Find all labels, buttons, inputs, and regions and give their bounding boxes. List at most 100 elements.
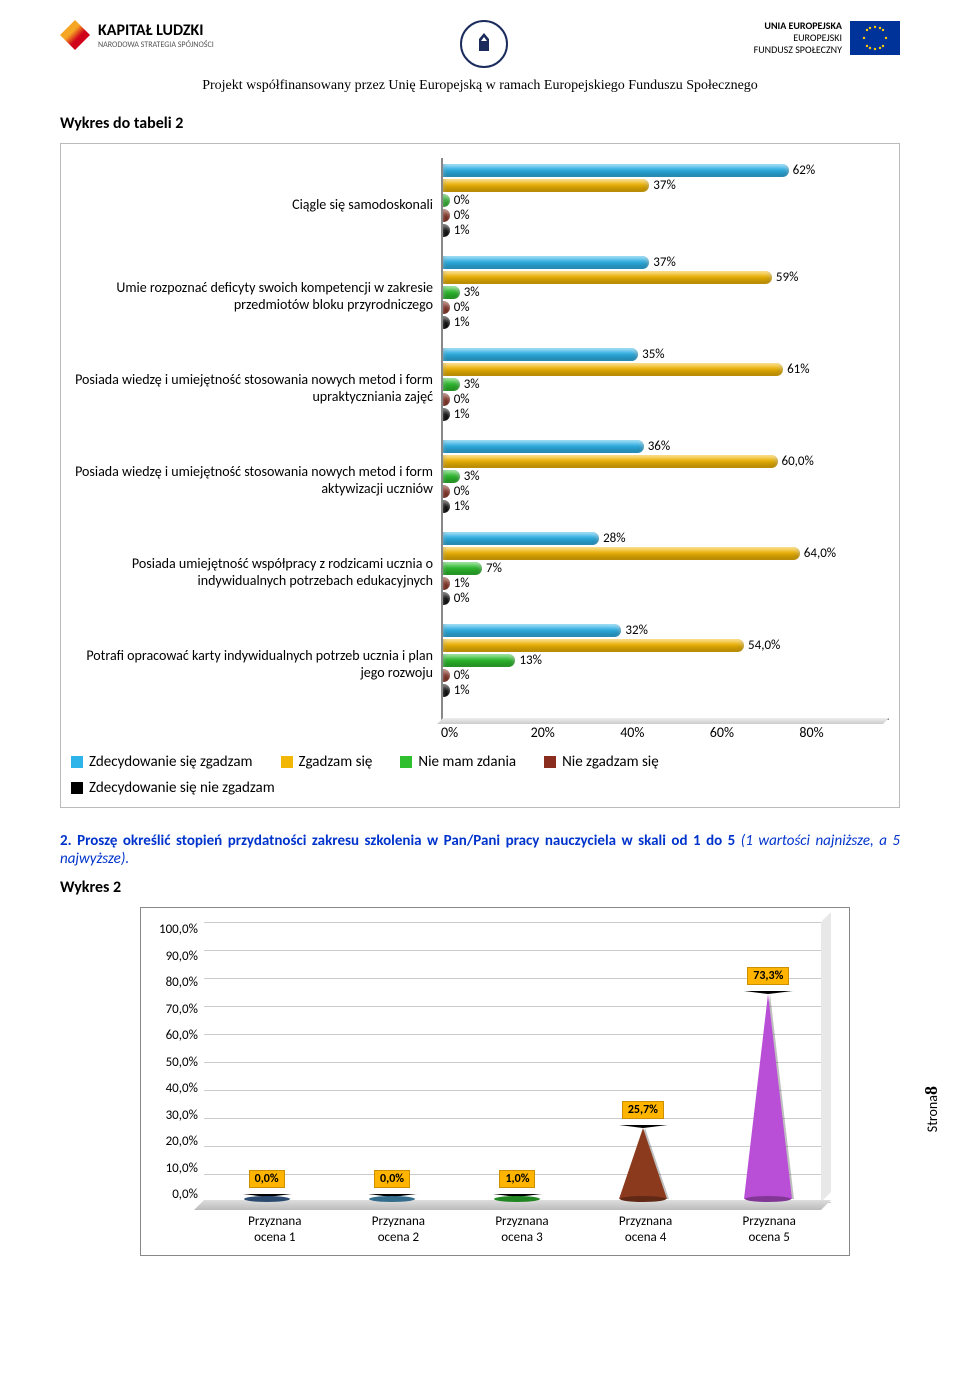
chart2-cone-base bbox=[745, 1196, 791, 1202]
chart2-xlabel: Przyznanaocena 2 bbox=[337, 1214, 461, 1245]
chart1-title: Wykres do tabeli 2 bbox=[60, 114, 900, 133]
question-2: 2. Proszę określić stopień przydatności … bbox=[60, 832, 900, 868]
chart1-bar: 64,0% bbox=[443, 547, 800, 560]
chart2-cone-base bbox=[244, 1196, 290, 1202]
chart1-legend: Zdecydowanie się zgadzam Zgadzam się Nie m… bbox=[71, 753, 889, 797]
chart1-bar: 1% bbox=[443, 500, 450, 513]
chart1-bar: 37% bbox=[443, 256, 649, 269]
chart1-bar: 0% bbox=[443, 669, 450, 682]
legend-swatch bbox=[281, 756, 293, 768]
legend-swatch bbox=[71, 756, 83, 768]
chart1-bar: 1% bbox=[443, 316, 450, 329]
chart1-bar-label: 13% bbox=[515, 653, 541, 668]
chart1-bar-label: 37% bbox=[649, 255, 675, 270]
chart1-xtick: 40% bbox=[620, 724, 710, 741]
chart1-bar: 1% bbox=[443, 224, 450, 237]
chart2-xlabel: Przyznanaocena 4 bbox=[584, 1214, 708, 1245]
chart2-ytick: 0,0% bbox=[159, 1187, 198, 1202]
chart2-cone-slot: 0,0% bbox=[329, 922, 454, 1202]
chart2-xlabel: Przyznanaocena 3 bbox=[460, 1214, 584, 1245]
chart1-bar: 32% bbox=[443, 624, 621, 637]
chart1-bar: 0% bbox=[443, 301, 450, 314]
chart1-ylabel: Umie rozpoznać deficyty swoich kompetenc… bbox=[71, 250, 441, 342]
kl-title: KAPITAŁ LUDZKI bbox=[98, 21, 204, 40]
chart1-xtick: 60% bbox=[710, 724, 800, 741]
legend-label: Zdecydowanie się zgadzam bbox=[89, 753, 253, 771]
legend-item: Zdecydowanie się zgadzam bbox=[71, 753, 253, 771]
legend-label: Zgadzam się bbox=[299, 753, 373, 771]
chart1-bar: 3% bbox=[443, 378, 460, 391]
chart1-bar-label: 37% bbox=[649, 178, 675, 193]
logo-eu: UNIA EUROPEJSKA EUROPEJSKI FUNDUSZ SPOŁE… bbox=[754, 20, 900, 56]
chart1-bar-label: 32% bbox=[621, 623, 647, 638]
chart2-ytick: 40,0% bbox=[159, 1081, 198, 1096]
legend-swatch bbox=[71, 782, 83, 794]
chart1-ylabel: Ciągle się samodoskonali bbox=[71, 158, 441, 250]
chart2-ytick: 10,0% bbox=[159, 1161, 198, 1176]
chart1-bar-label: 3% bbox=[460, 285, 480, 300]
chart2-data-label: 73,3% bbox=[747, 967, 789, 985]
chart1-bar-label: 61% bbox=[783, 362, 809, 377]
chart1-bar: 0% bbox=[443, 485, 450, 498]
legend-swatch bbox=[544, 756, 556, 768]
chart2-ytick: 90,0% bbox=[159, 949, 198, 964]
chart1-bar-label: 1% bbox=[450, 315, 470, 330]
chart1-bar: 28% bbox=[443, 532, 599, 545]
chart1-bar: 35% bbox=[443, 348, 638, 361]
chart1-ylabel: Posiada wiedzę i umiejętność stosowania … bbox=[71, 342, 441, 434]
chart1-ylabel: Potrafi opracować karty indywidualnych p… bbox=[71, 618, 441, 710]
chart2-xlabel: Przyznanaocena 5 bbox=[707, 1214, 831, 1245]
chart1-bar: 3% bbox=[443, 470, 460, 483]
chart2-ytick: 70,0% bbox=[159, 1002, 198, 1017]
chart2-ytick: 50,0% bbox=[159, 1055, 198, 1070]
chart1-bar-label: 7% bbox=[482, 561, 502, 576]
chart1-bar-label: 0% bbox=[450, 193, 470, 208]
chart2-ytick: 20,0% bbox=[159, 1134, 198, 1149]
chart1-bar: 1% bbox=[443, 577, 450, 590]
chart1-bar-label: 54,0% bbox=[744, 638, 780, 653]
chart2-xlabel: Przyznanaocena 1 bbox=[213, 1214, 337, 1245]
chart1-bar: 7% bbox=[443, 562, 482, 575]
chart1-bar-label: 1% bbox=[450, 499, 470, 514]
chart2-ytick: 80,0% bbox=[159, 975, 198, 990]
q2-num: 2. bbox=[60, 832, 77, 850]
chart1-bar-label: 60,0% bbox=[778, 454, 814, 469]
chart2-cone-base bbox=[369, 1196, 415, 1202]
chart1-category-labels: Ciągle się samodoskonaliUmie rozpoznać d… bbox=[71, 158, 441, 720]
chart1-bar-label: 62% bbox=[789, 163, 815, 178]
university-seal-icon bbox=[460, 20, 508, 68]
kl-star-icon bbox=[60, 20, 90, 50]
chart1-bar-label: 0% bbox=[450, 668, 470, 683]
chart1-bar-label: 36% bbox=[644, 439, 670, 454]
chart2-cone-slot: 25,7% bbox=[580, 922, 705, 1202]
chart1-bar: 37% bbox=[443, 179, 649, 192]
chart1-bar-label: 1% bbox=[450, 576, 470, 591]
chart1-bar-label: 0% bbox=[450, 300, 470, 315]
chart1-bar-label: 64,0% bbox=[800, 546, 836, 561]
legend-label: Nie mam zdania bbox=[418, 753, 516, 771]
chart1-bar-label: 1% bbox=[450, 407, 470, 422]
chart2-cone-slot: 1,0% bbox=[455, 922, 580, 1202]
legend-item: Nie mam zdania bbox=[400, 753, 516, 771]
chart2-cone-slot: 73,3% bbox=[706, 922, 831, 1202]
chart2-ytick: 60,0% bbox=[159, 1028, 198, 1043]
chart1-bar-label: 35% bbox=[638, 347, 664, 362]
chart2-title: Wykres 2 bbox=[60, 878, 900, 897]
chart1-bar: 54,0% bbox=[443, 639, 744, 652]
legend-item: Nie zgadzam się bbox=[544, 753, 659, 771]
chart2-cone bbox=[744, 991, 792, 1199]
chart2-y-axis: 100,0%90,0%80,0%70,0%60,0%50,0%40,0%30,0… bbox=[159, 922, 204, 1202]
chart1-bar-label: 3% bbox=[460, 469, 480, 484]
chart1-bar-label: 0% bbox=[450, 591, 470, 606]
legend-swatch bbox=[400, 756, 412, 768]
eu-flag-icon bbox=[850, 21, 900, 55]
chart2-data-label: 1,0% bbox=[499, 1170, 535, 1188]
chart2-data-label: 0,0% bbox=[374, 1170, 410, 1188]
eu-line3: FUNDUSZ SPOŁECZNY bbox=[754, 43, 842, 56]
header: KAPITAŁ LUDZKI NARODOWA STRATEGIA SPÓJNO… bbox=[60, 20, 900, 68]
chart1-bar-label: 3% bbox=[460, 377, 480, 392]
chart1-bar-label: 1% bbox=[450, 223, 470, 238]
chart1-ylabel: Posiada wiedzę i umiejętność stosowania … bbox=[71, 434, 441, 526]
chart1-bar-label: 28% bbox=[599, 531, 625, 546]
legend-label: Nie zgadzam się bbox=[562, 753, 659, 771]
